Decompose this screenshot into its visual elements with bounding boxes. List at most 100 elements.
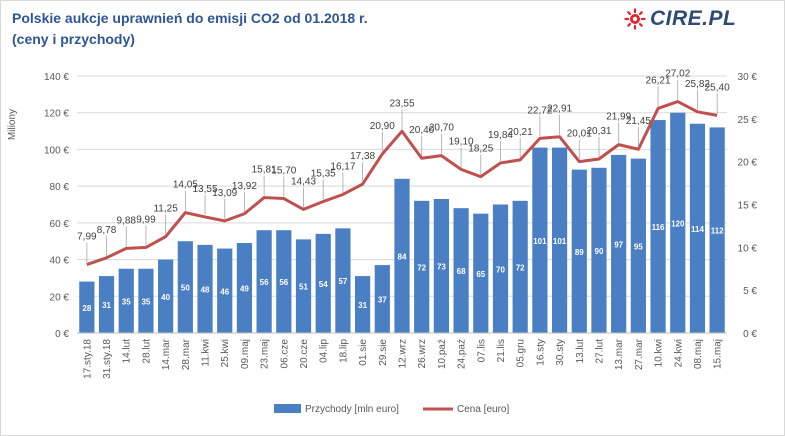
x-tick-label: 14.mar (161, 338, 172, 370)
price-data-label: 15,35 (311, 169, 336, 180)
price-data-label: 13,09 (212, 188, 237, 199)
x-tick-label: 28.mar (181, 338, 192, 370)
x-tick-label: 24.kwi (673, 339, 684, 367)
bar-value-label: 114 (691, 225, 704, 234)
x-tick-label: 21.lis (496, 339, 507, 362)
x-tick-label: 24.paź (457, 339, 468, 369)
price-data-label: 21,99 (606, 112, 631, 123)
price-data-label: 19,10 (449, 136, 474, 147)
bar (453, 208, 469, 333)
x-tick-label: 13.lut (575, 339, 586, 364)
x-tick-label: 09.maj (240, 339, 251, 369)
bar (79, 281, 95, 333)
bar (394, 178, 410, 333)
price-data-label: 11,25 (153, 204, 178, 215)
logo-text: CIRE.PL (650, 7, 737, 30)
y-tick-left-label: 0 € (55, 329, 69, 340)
bar-value-label: 84 (398, 252, 407, 261)
price-data-label: 14,05 (173, 180, 198, 191)
price-data-label: 9,99 (136, 214, 156, 225)
y-tick-left-label: 80 € (50, 182, 70, 193)
price-data-label: 13,92 (232, 181, 257, 192)
y-tick-right-label: 30 € (738, 72, 758, 83)
price-data-label: 25,40 (705, 82, 730, 93)
price-data-label: 20,70 (429, 123, 454, 134)
bar-value-label: 120 (671, 219, 685, 228)
bar (138, 268, 154, 333)
bar-value-label: 73 (437, 262, 446, 271)
x-tick-label: 13.mar (614, 338, 625, 370)
bar-value-label: 49 (240, 285, 249, 294)
price-data-label: 15,81 (252, 165, 277, 176)
x-tick-label: 10.paź (437, 339, 448, 369)
y-tick-left-label: 100 € (44, 145, 69, 156)
bar-value-label: 56 (260, 278, 269, 287)
bar-value-label: 51 (299, 283, 308, 292)
bar (551, 147, 568, 333)
y-tick-right-label: 0 € (743, 329, 757, 340)
price-data-label: 25,82 (685, 79, 710, 90)
price-data-label: 9,88 (117, 215, 137, 226)
price-data-label: 26,21 (646, 75, 671, 86)
bar-value-label: 101 (533, 237, 547, 246)
x-tick-label: 05.gru (516, 339, 527, 367)
x-tick-label: 18.lip (338, 339, 349, 363)
bar (335, 228, 351, 333)
x-tick-label: 10.kwi (654, 339, 665, 367)
bar-value-label: 116 (652, 223, 665, 232)
bar (158, 259, 174, 333)
legend-bar-label: Przychody [mln euro] (305, 404, 399, 415)
bar (433, 198, 449, 333)
x-tick-label: 11.kwi (201, 339, 212, 367)
x-tick-label: 23.maj (260, 339, 271, 369)
bar (355, 276, 371, 333)
bar-value-label: 65 (476, 270, 485, 279)
bar-value-label: 68 (457, 267, 466, 276)
x-tick-label: 15.maj (713, 339, 724, 369)
bar (217, 248, 233, 333)
bar-value-label: 37 (378, 296, 387, 305)
bar (492, 204, 509, 333)
price-data-label: 20,31 (586, 126, 611, 137)
bar-value-label: 31 (102, 301, 111, 310)
price-data-label: 20,21 (508, 127, 533, 138)
bar (414, 200, 430, 333)
bar (532, 147, 548, 333)
y-tick-left-label: 60 € (50, 219, 70, 230)
bar-value-label: 40 (161, 293, 170, 302)
y-tick-right-label: 5 € (743, 286, 757, 297)
price-data-label: 20,90 (370, 121, 395, 132)
bar (709, 127, 725, 334)
bar (236, 243, 253, 333)
x-tick-label: 06.cze (279, 339, 290, 369)
bar-value-label: 31 (358, 301, 367, 310)
price-data-label: 20,40 (409, 125, 434, 136)
x-tick-label: 12.wrz (398, 339, 409, 368)
bar (473, 213, 489, 333)
bar (689, 123, 706, 333)
bar (512, 200, 528, 333)
price-data-label: 15,70 (271, 166, 296, 177)
y-axis-title: Miliony (7, 109, 18, 140)
price-data-label: 18,25 (468, 144, 493, 155)
bar (591, 167, 607, 333)
y-tick-right-label: 25 € (738, 115, 758, 126)
price-data-label: 14,43 (291, 176, 316, 187)
bar-value-label: 97 (614, 240, 623, 249)
x-tick-label: 08.maj (693, 339, 704, 369)
price-data-label: 22,91 (547, 104, 572, 115)
legend-bar-swatch (274, 404, 301, 413)
price-data-label: 20,01 (567, 129, 592, 140)
bar-value-label: 72 (417, 263, 426, 272)
price-data-label: 21,45 (626, 116, 651, 127)
price-data-label: 23,55 (389, 98, 414, 109)
bar (374, 265, 390, 333)
chart-title-line1: Polskie aukcje uprawnień do emisji CO2 o… (12, 10, 368, 26)
bar (276, 230, 292, 333)
x-tick-label: 04.lip (319, 339, 330, 363)
x-tick-label: 07.lis (476, 339, 487, 362)
x-tick-label: 25.kwi (220, 339, 231, 367)
bar-value-label: 46 (220, 287, 229, 296)
price-data-label: 7,99 (77, 232, 97, 243)
bar (571, 169, 587, 333)
